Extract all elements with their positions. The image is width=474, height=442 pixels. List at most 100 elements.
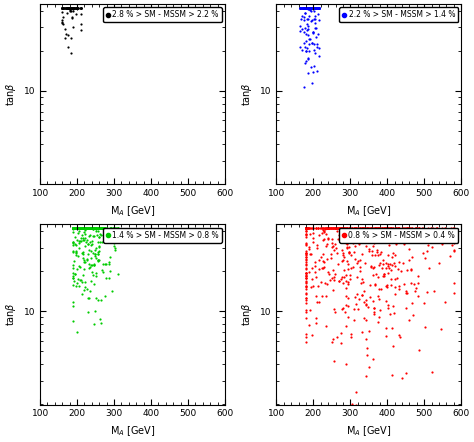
Point xyxy=(100,225,108,232)
Point xyxy=(375,225,383,232)
Point xyxy=(86,288,94,295)
Point xyxy=(319,264,327,271)
Point xyxy=(70,225,77,232)
Point xyxy=(369,225,377,232)
Point xyxy=(308,4,315,11)
Point xyxy=(357,225,365,232)
Point xyxy=(312,292,320,299)
Point xyxy=(64,4,72,11)
Point xyxy=(302,297,310,304)
Point xyxy=(450,225,457,232)
Point xyxy=(70,23,77,30)
Point xyxy=(334,225,342,232)
Point xyxy=(302,330,310,337)
Point xyxy=(77,4,84,11)
Point xyxy=(58,8,66,15)
Point xyxy=(315,16,323,23)
Point xyxy=(325,225,332,232)
Point xyxy=(333,225,341,232)
Point xyxy=(302,294,310,301)
Point xyxy=(312,225,320,232)
Point xyxy=(308,8,315,15)
Point xyxy=(91,225,98,232)
Point xyxy=(301,4,309,11)
Point xyxy=(323,225,331,232)
Point xyxy=(92,225,100,232)
Point xyxy=(72,225,80,232)
Point xyxy=(384,251,392,259)
Point xyxy=(89,249,96,256)
Point xyxy=(334,225,342,232)
Point xyxy=(88,261,96,268)
Point xyxy=(308,39,316,46)
Point xyxy=(81,286,88,293)
Point xyxy=(337,340,345,347)
Point xyxy=(370,297,377,304)
Point xyxy=(301,4,309,11)
Point xyxy=(394,225,402,232)
Point xyxy=(100,231,107,238)
Point xyxy=(101,225,109,232)
Point xyxy=(91,250,99,257)
Point xyxy=(84,309,91,316)
Point xyxy=(302,48,310,55)
Point xyxy=(94,251,102,258)
Point xyxy=(412,225,419,232)
Point xyxy=(64,4,72,11)
Point xyxy=(73,4,80,11)
Point xyxy=(304,69,311,76)
Point xyxy=(366,225,374,232)
Point xyxy=(411,287,419,294)
Point xyxy=(302,225,310,232)
Point xyxy=(69,4,77,11)
Point xyxy=(421,254,428,261)
Point xyxy=(95,225,103,232)
Point xyxy=(110,240,118,247)
Point xyxy=(336,278,343,285)
Point xyxy=(311,20,319,27)
Point xyxy=(322,242,330,249)
Point xyxy=(69,4,76,11)
Point xyxy=(63,4,70,11)
Point xyxy=(302,225,310,232)
Point xyxy=(311,50,319,57)
Point xyxy=(306,4,313,11)
Point xyxy=(83,256,91,263)
Point xyxy=(318,254,325,261)
Point xyxy=(334,250,341,257)
Point xyxy=(384,225,392,232)
Point xyxy=(302,277,310,284)
Point xyxy=(412,225,420,232)
Point xyxy=(86,225,93,232)
Point xyxy=(70,274,77,282)
Point xyxy=(419,225,426,232)
X-axis label: M$_A$ [GeV]: M$_A$ [GeV] xyxy=(346,204,392,217)
Point xyxy=(71,4,79,11)
Point xyxy=(69,4,77,11)
Point xyxy=(77,225,85,232)
Point xyxy=(63,4,71,11)
Point xyxy=(312,25,320,32)
Point xyxy=(73,236,81,243)
Point xyxy=(395,286,403,293)
Point xyxy=(107,225,114,232)
Point xyxy=(94,258,101,265)
Point xyxy=(77,4,84,11)
Point xyxy=(409,311,417,318)
Point xyxy=(108,225,115,232)
Point xyxy=(305,12,313,19)
Point xyxy=(309,283,317,290)
Point xyxy=(297,4,304,11)
Point xyxy=(450,246,457,253)
Point xyxy=(307,4,314,11)
Point xyxy=(84,250,92,257)
Point xyxy=(375,313,383,320)
Point xyxy=(334,225,341,232)
Point xyxy=(384,260,392,267)
Point xyxy=(309,225,317,232)
Point xyxy=(428,225,435,232)
Point xyxy=(407,267,415,274)
Point xyxy=(70,239,77,246)
Point xyxy=(306,4,314,11)
Point xyxy=(329,266,337,273)
